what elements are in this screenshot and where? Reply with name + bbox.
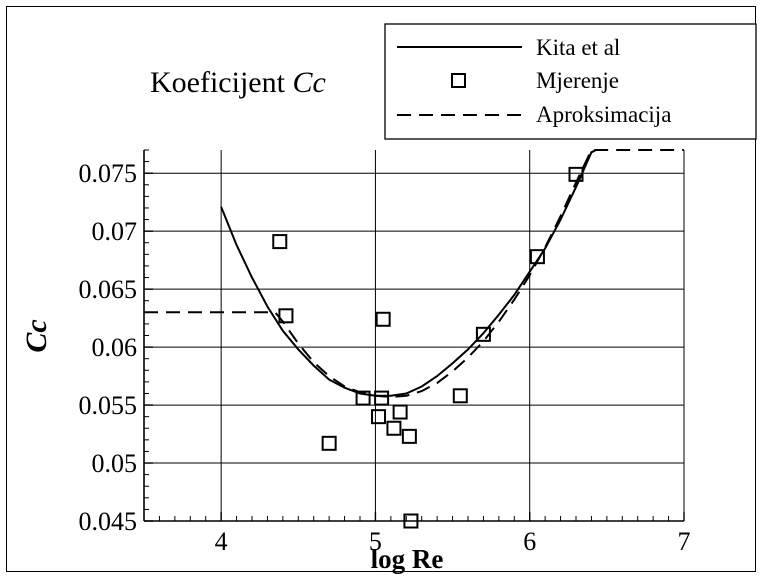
chart-frame — [6, 6, 756, 572]
legend-label-aproksimacija: Aproksimacija — [536, 102, 671, 127]
series-layer — [144, 149, 684, 529]
chart-title-italic: Cc — [292, 66, 325, 99]
x-tick-label: 7 — [678, 527, 691, 556]
x-tick-label: 5 — [369, 527, 382, 556]
y-tick-label: 0.05 — [92, 449, 138, 478]
y-axis-label: Cc — [20, 319, 53, 352]
legend: Kita et al Mjerenje Aproksimacija — [384, 23, 757, 140]
y-tick-label: 0.065 — [79, 275, 138, 304]
data-point-mjerenje — [375, 311, 391, 327]
data-point-mjerenje — [392, 404, 408, 420]
legend-label-mjerenje: Mjerenje — [536, 68, 619, 93]
data-point-mjerenje — [355, 390, 371, 406]
x-tick-labels: 4 5 6 7 — [215, 527, 691, 556]
y-tick-label: 0.045 — [79, 507, 138, 536]
legend-swatch-marker — [451, 73, 466, 88]
data-point-mjerenje — [321, 435, 337, 451]
grid — [144, 150, 685, 522]
x-axis-label: log Re — [371, 544, 444, 574]
y-tick-label: 0.06 — [92, 333, 138, 362]
y-tick-label: 0.055 — [79, 391, 138, 420]
data-point-mjerenje — [371, 409, 387, 425]
legend-label-kita: Kita et al — [536, 35, 620, 60]
y-tick-labels: 0.045 0.05 0.055 0.06 0.065 0.07 0.075 — [79, 159, 138, 536]
data-point-mjerenje — [374, 390, 390, 406]
data-point-mjerenje — [403, 513, 419, 529]
y-tick-label: 0.07 — [92, 217, 138, 246]
legend-box — [384, 23, 757, 140]
chart-title-text: Koeficijent — [150, 66, 292, 99]
x-tick-label: 4 — [215, 527, 228, 556]
x-tick-label: 6 — [523, 527, 536, 556]
series-line-kita — [220, 149, 597, 397]
series-line-aproksimacija — [144, 149, 684, 398]
data-point-mjerenje — [272, 234, 288, 250]
data-point-mjerenje — [401, 428, 417, 444]
y-tick-label: 0.075 — [79, 159, 138, 188]
data-point-mjerenje — [452, 388, 468, 404]
chart-title: Koeficijent Cc — [150, 66, 326, 99]
data-point-mjerenje — [278, 308, 294, 324]
x-axis-ticks — [143, 512, 685, 521]
data-point-mjerenje — [386, 420, 402, 436]
y-axis-ticks — [144, 149, 153, 522]
plot-area — [144, 150, 684, 521]
